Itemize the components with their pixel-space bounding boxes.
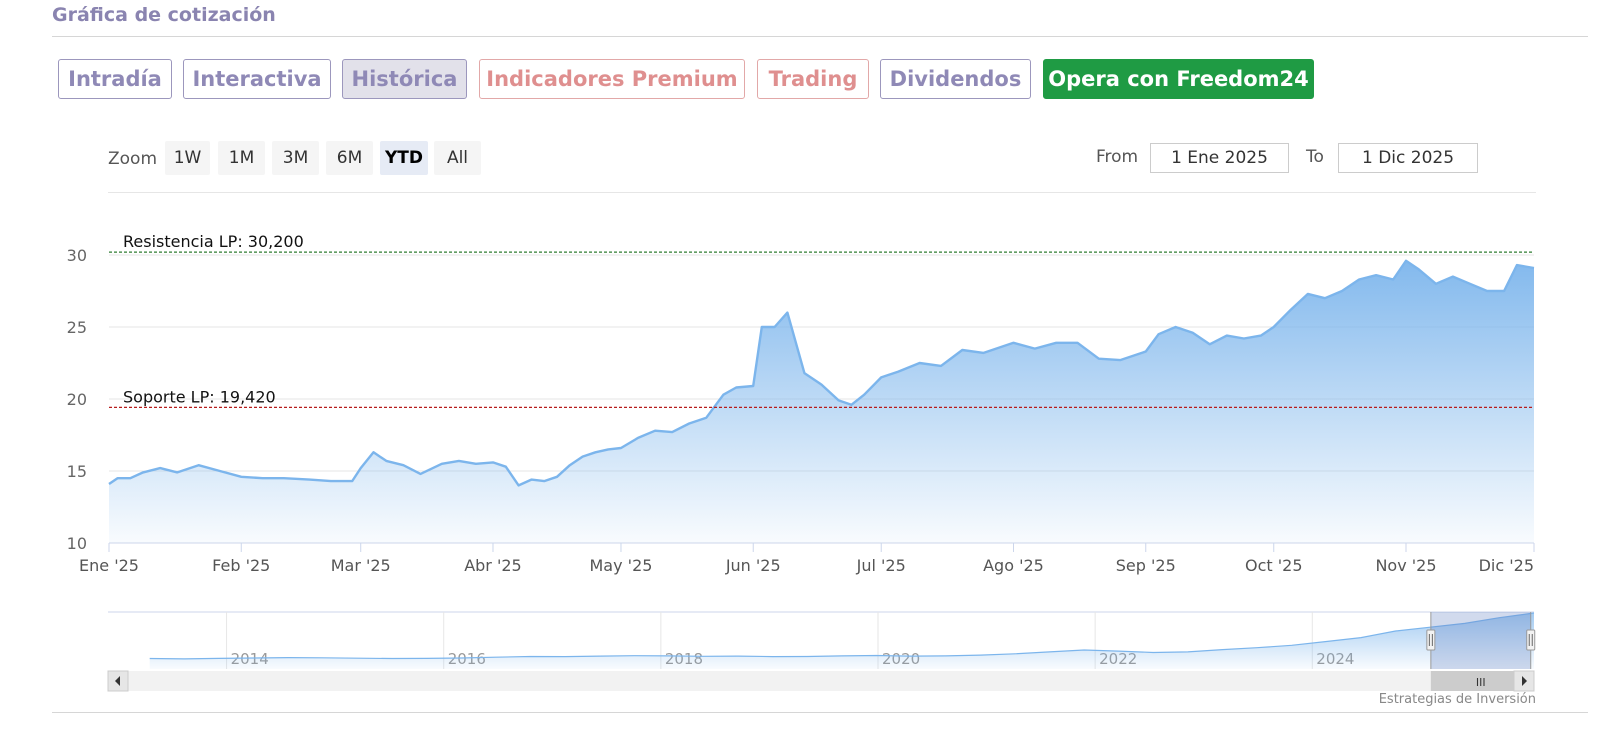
navigator-line	[149, 612, 1535, 660]
price-chart: 10 15 20 25 30 Resistencia LP: 30,200 Soporte…	[67, 232, 1535, 575]
to-label: To	[1306, 147, 1324, 167]
scroll-right-arrow-icon	[1522, 676, 1527, 686]
price-area	[109, 260, 1534, 543]
tab-indicadores-premium[interactable]: Indicadores Premium	[479, 59, 745, 99]
zoom-1w-button[interactable]: 1W	[165, 141, 210, 175]
x-tick-label: Feb '25	[212, 556, 270, 575]
tab-trading[interactable]: Trading	[757, 59, 869, 99]
tab-historica[interactable]: Histórica	[342, 59, 467, 99]
x-tick-label: Oct '25	[1245, 556, 1303, 575]
open-freedom24-button[interactable]: Opera con Freedom24	[1043, 59, 1314, 99]
section-title: Gráfica de cotización	[52, 4, 276, 26]
resistance-label: Resistencia LP: 30,200	[123, 232, 304, 251]
y-tick-label: 25	[67, 318, 87, 337]
bottom-divider	[52, 712, 1588, 713]
from-label: From	[1096, 147, 1139, 167]
x-tick-label: Dic '25	[1479, 556, 1534, 575]
navigator-year-label: 2016	[448, 650, 486, 668]
y-tick-label: 15	[67, 462, 87, 481]
x-tick-label: Mar '25	[331, 556, 391, 575]
navigator-year-label: 2014	[231, 650, 269, 668]
tab-interactiva[interactable]: Interactiva	[183, 59, 331, 99]
navigator-year-label: 2024	[1316, 650, 1354, 668]
from-date-input[interactable]	[1150, 143, 1289, 173]
scrollbar-track[interactable]	[108, 671, 1534, 691]
y-tick-label: 10	[67, 534, 87, 553]
zoom-1m-button[interactable]: 1M	[218, 141, 265, 175]
navigator-year-label: 2020	[882, 650, 920, 668]
navigator-selection[interactable]	[1430, 612, 1531, 669]
zoom-6m-button[interactable]: 6M	[326, 141, 373, 175]
zoom-3m-button[interactable]: 3M	[272, 141, 319, 175]
tab-intradia[interactable]: Intradía	[58, 59, 172, 99]
y-tick-label: 20	[67, 390, 87, 409]
x-tick-label: Sep '25	[1116, 556, 1176, 575]
x-tick-label: Ago '25	[983, 556, 1044, 575]
navigator-left-handle[interactable]	[1426, 629, 1436, 651]
title-divider	[52, 36, 1588, 37]
navigator-year-label: 2022	[1099, 650, 1137, 668]
scrollbar-thumb-grip: III	[1476, 676, 1486, 689]
x-tick-label: Jun '25	[725, 556, 781, 575]
navigator-area	[149, 613, 1535, 669]
x-tick-label: Ene '25	[79, 556, 139, 575]
scroll-left-button[interactable]	[107, 670, 129, 692]
range-divider	[108, 192, 1536, 193]
scrollbar-thumb[interactable]	[1430, 671, 1531, 691]
to-date-input[interactable]	[1338, 143, 1478, 173]
price-line	[108, 259, 1535, 487]
y-tick-label: 30	[67, 246, 87, 265]
zoom-label: Zoom	[108, 149, 158, 169]
zoom-all-button[interactable]: All	[434, 141, 481, 175]
x-tick-label: May '25	[590, 556, 653, 575]
credit-label: Estrategias de Inversión	[1378, 692, 1536, 707]
x-tick-label: Jul '25	[856, 556, 906, 575]
scroll-right-button[interactable]	[1513, 670, 1535, 692]
navigator-year-label: 2018	[665, 650, 703, 668]
zoom-ytd-button[interactable]: YTD	[380, 141, 428, 175]
support-label: Soporte LP: 19,420	[123, 387, 276, 406]
x-tick-label: Nov '25	[1375, 556, 1436, 575]
navigator-right-handle[interactable]	[1526, 629, 1536, 651]
tab-dividendos[interactable]: Dividendos	[880, 59, 1031, 99]
scroll-left-arrow-icon	[115, 676, 120, 686]
x-tick-label: Abr '25	[464, 556, 522, 575]
